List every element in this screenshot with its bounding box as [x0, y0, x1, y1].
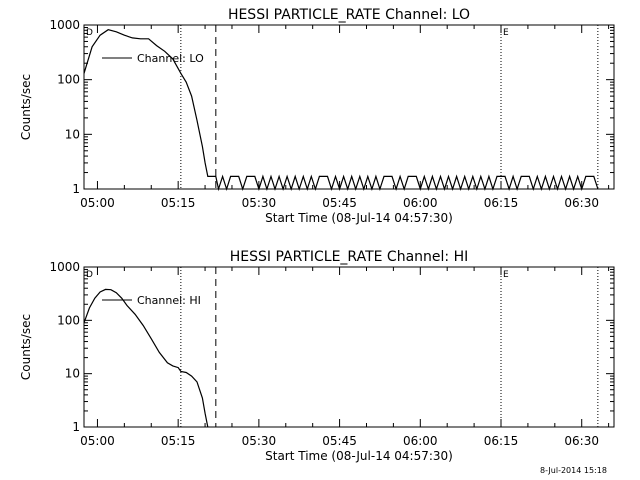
panel-1-xtick-label: 05:30: [242, 196, 277, 210]
panel-2-xtick-label: 06:15: [484, 434, 519, 448]
generation-timestamp: 8-Jul-2014 15:18: [540, 466, 607, 475]
panel-2-ylabel: Counts/sec: [19, 314, 33, 380]
panel-1-xlabel: Start Time (08-Jul-14 04:57:30): [265, 211, 453, 225]
panel-2-xtick-label: 05:00: [80, 434, 115, 448]
panel-1-xtick-label: 05:00: [80, 196, 115, 210]
panel-1-start-marker: D: [86, 28, 93, 38]
panel-1-xtick-label: 06:15: [484, 196, 519, 210]
panel-2-xlabel: Start Time (08-Jul-14 04:57:30): [265, 449, 453, 463]
panel-1-ytick-label: 1: [72, 182, 80, 196]
panel-1-ytick-label: 100: [57, 73, 80, 87]
panel-2-vline-marker: E: [503, 270, 509, 280]
panel-1-plot-frame: [83, 24, 615, 190]
panel-2-xtick-label: 05:15: [161, 434, 196, 448]
panel-1-xtick-label: 05:45: [322, 196, 357, 210]
panel-1-series-line: [83, 29, 599, 192]
panel-1-title: HESSI PARTICLE_RATE Channel: LO: [228, 7, 470, 23]
panel-2-xtick-label: 05:45: [322, 434, 357, 448]
panel-1-xtick-label: 05:15: [161, 196, 196, 210]
panel-2-ytick-label: 10: [65, 367, 80, 381]
panel-1-ytick-label: 1000: [49, 18, 80, 32]
panel-2-series-line: [83, 288, 209, 428]
panel-2-plot-frame: [83, 266, 615, 428]
panel-2-title: HESSI PARTICLE_RATE Channel: HI: [230, 249, 468, 265]
panel-2-ytick-label: 1: [72, 420, 80, 434]
panel-2-xtick-label: 06:30: [564, 434, 599, 448]
panel-2-xtick-label: 06:00: [403, 434, 438, 448]
panel-1-ytick-label: 10: [65, 127, 80, 141]
panel-2-ytick-label: 1000: [49, 260, 80, 274]
panel-2-ytick-label: 100: [57, 313, 80, 327]
panel-1-ylabel: Counts/sec: [19, 74, 33, 140]
panel-2-xtick-label: 05:30: [242, 434, 277, 448]
panel-1-xtick-label: 06:00: [403, 196, 438, 210]
panel-2-start-marker: D: [86, 270, 93, 280]
panel-1-vline-marker: E: [503, 28, 509, 38]
panel-1-legend-label: Channel: LO: [137, 52, 204, 65]
panel-2-legend-label: Channel: HI: [137, 294, 201, 307]
panel-1-xtick-label: 06:30: [564, 196, 599, 210]
